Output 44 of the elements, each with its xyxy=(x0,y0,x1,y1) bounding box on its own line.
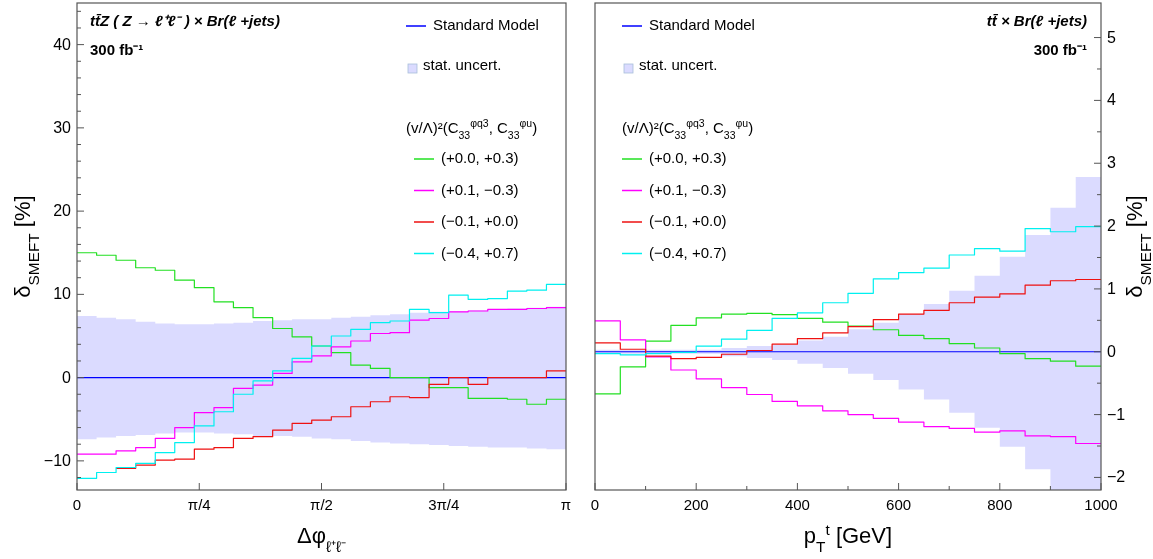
legend-label: (+0.1, −0.3) xyxy=(441,180,519,198)
annotation: stat. uncert. xyxy=(639,56,718,73)
y2-tick-label: 3 xyxy=(1107,154,1116,172)
y2-tick-label: 2 xyxy=(1107,217,1116,235)
y-tick-label: 20 xyxy=(53,202,72,220)
text: 300 fb⁻¹ xyxy=(90,41,144,58)
y-tick-label: −10 xyxy=(43,451,72,469)
y-tick-label: 30 xyxy=(53,118,72,136)
text: tt̄Z ( Z → ℓ⁺ℓ⁻ ) × Br(ℓ +jets) xyxy=(90,12,280,29)
y-tick-label: 0 xyxy=(62,368,72,386)
x-tick-label: π/4 xyxy=(187,496,211,513)
y2-tick-label: −1 xyxy=(1107,405,1126,423)
y2-tick-label: 5 xyxy=(1107,28,1116,46)
y2-tick-label: 4 xyxy=(1107,91,1116,109)
legend-label: (−0.1, +0.0) xyxy=(441,212,519,229)
x-tick-label: 600 xyxy=(886,496,912,513)
legend-label: Standard Model xyxy=(649,16,755,33)
x-axis-title: Δφ$_{ℓ⁺ℓ⁻}$ xyxy=(297,523,346,555)
x-tick-label: π xyxy=(560,496,572,513)
x-tick-label: 0 xyxy=(590,496,600,513)
y2-tick-label: 0 xyxy=(1107,342,1116,360)
x-tick-label: 1000 xyxy=(1084,496,1118,513)
annotation: stat. uncert. xyxy=(423,56,502,73)
legend-title: (v/Λ)²(C$_{33}$$^{φq3}$, C$_{33}$$^{φu}$) xyxy=(406,117,538,141)
text: 300 fb⁻¹ xyxy=(1033,41,1087,58)
legend-label: (+0.0, +0.3) xyxy=(649,149,727,166)
legend-label: Standard Model xyxy=(433,16,539,33)
y2-tick-label: −2 xyxy=(1107,468,1126,486)
x-tick-label: 800 xyxy=(987,496,1013,513)
x-tick-label: π/2 xyxy=(310,496,333,513)
y2-tick-label: 1 xyxy=(1107,279,1116,297)
x-axis-title: p$_{T}$$^{t}$ [GeV] xyxy=(803,520,893,555)
y-tick-label: 40 xyxy=(53,35,72,53)
legend-label: (−0.4, +0.7) xyxy=(441,243,519,261)
x-tick-label: 200 xyxy=(683,496,709,513)
legend-label: (+0.0, +0.3) xyxy=(441,149,519,166)
x-tick-label: 3π/4 xyxy=(428,496,460,513)
y-tick-label: 10 xyxy=(53,285,72,303)
legend-label: (+0.1, −0.3) xyxy=(649,180,727,198)
legend-label: (−0.4, +0.7) xyxy=(649,243,727,261)
legend-label: (−0.1, +0.0) xyxy=(649,212,727,229)
legend-title: (v/Λ)²(C$_{33}$$^{φq3}$, C$_{33}$$^{φu}$) xyxy=(622,117,754,141)
x-tick-label: 400 xyxy=(784,496,810,513)
text: tt̄ × Br(ℓ +jets) xyxy=(986,12,1087,29)
